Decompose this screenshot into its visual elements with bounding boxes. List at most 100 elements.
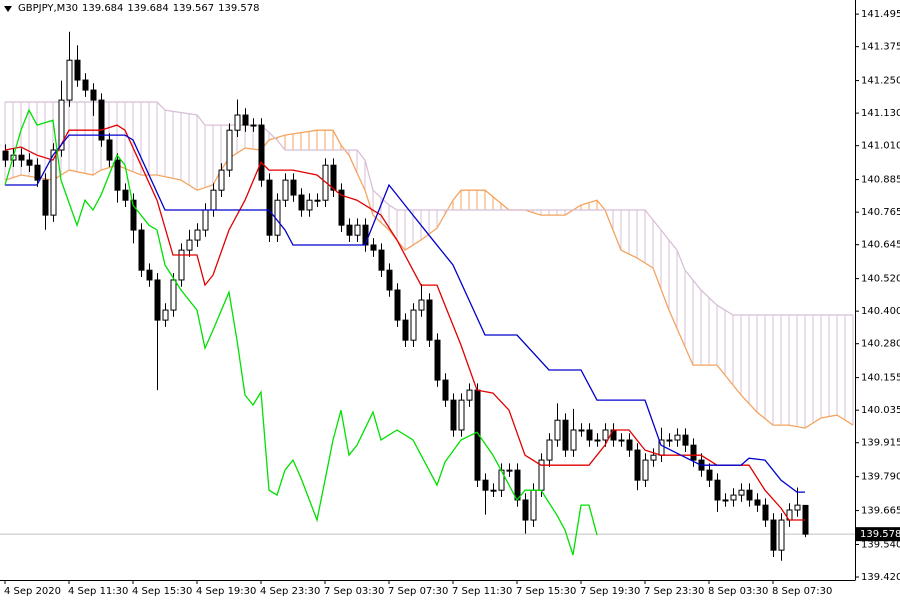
candle-body	[426, 299, 433, 341]
candle-body	[314, 199, 321, 202]
indicator-line	[4, 124, 805, 521]
candle-body	[18, 154, 25, 161]
candle-body	[490, 489, 497, 492]
candle-body	[370, 244, 377, 251]
candle-body	[346, 224, 353, 236]
candle-body	[386, 269, 393, 291]
x-tick-label: 4 Sep 2020	[4, 586, 61, 597]
candle-body	[58, 99, 65, 151]
y-tick-label: 140.885	[861, 175, 900, 186]
candle-body	[234, 114, 241, 131]
candle-body	[514, 469, 521, 501]
span-a-line	[4, 129, 854, 429]
y-tick-label: 140.035	[861, 405, 900, 416]
candle-body	[330, 164, 337, 191]
candle-body	[2, 150, 9, 161]
candle-body	[746, 489, 753, 501]
x-tick-label: 8 Sep 03:30	[708, 586, 768, 597]
candle-body	[690, 444, 697, 461]
y-tick-label: 139.790	[861, 472, 900, 483]
candle-body	[530, 489, 537, 521]
last-low: 139.567	[172, 3, 215, 14]
candle-body	[434, 339, 441, 381]
y-tick-label: 141.010	[861, 141, 900, 152]
candle-body	[586, 429, 593, 441]
candle-body	[42, 179, 49, 216]
y-tick-label: 140.765	[861, 207, 900, 218]
candle-body	[34, 164, 41, 181]
candle-body	[290, 179, 297, 196]
candle-body	[258, 124, 265, 181]
x-tick-label: 4 Sep 15:30	[132, 586, 192, 597]
y-tick-label: 139.420	[861, 572, 900, 583]
y-tick-label: 139.540	[861, 539, 900, 550]
x-tick-label: 4 Sep 11:30	[68, 586, 128, 597]
candle-body	[50, 149, 57, 216]
candle-body	[106, 139, 113, 161]
y-tick-label: 140.400	[861, 306, 900, 317]
candle-body	[242, 114, 249, 126]
y-tick-label: 141.375	[861, 42, 900, 53]
candle-body	[162, 309, 169, 321]
chart-header: GBPJPY,M30 139.684 139.684 139.567 139.5…	[4, 3, 259, 14]
span-b-line	[5, 101, 853, 316]
x-tick-label: 7 Sep 23:30	[644, 586, 704, 597]
candle-body	[250, 124, 257, 127]
candle-body	[186, 239, 193, 251]
candle-body	[450, 399, 457, 431]
candle-body	[762, 504, 769, 521]
candle-body	[794, 504, 801, 511]
candle-body	[146, 269, 153, 281]
candle-body	[442, 379, 449, 401]
x-tick-label: 7 Sep 15:30	[516, 586, 576, 597]
plot-area	[0, 0, 855, 580]
candle-body	[202, 209, 209, 231]
candle-body	[714, 479, 721, 501]
candle-body	[306, 199, 313, 211]
x-tick-label: 4 Sep 19:30	[196, 586, 256, 597]
candle-body	[642, 459, 649, 481]
candle-body	[722, 499, 729, 502]
last-high: 139.684	[127, 3, 169, 14]
candle-body	[170, 279, 177, 311]
candle-body	[682, 434, 689, 446]
candle-body	[98, 99, 105, 141]
candle-body	[602, 429, 609, 441]
y-tick-label: 140.155	[861, 373, 900, 384]
candle-body	[282, 179, 289, 201]
candle-body	[506, 469, 513, 472]
candle-body	[194, 229, 201, 241]
y-tick-label: 140.645	[861, 240, 900, 251]
candle-body	[130, 199, 137, 231]
candle-body	[482, 479, 489, 491]
x-tick-label: 7 Sep 07:30	[388, 586, 448, 597]
candle-body	[650, 454, 657, 461]
candle-body	[754, 499, 761, 506]
y-tick-label: 141.250	[861, 76, 900, 87]
y-tick-label: 139.665	[861, 506, 900, 517]
candle-body	[266, 179, 273, 236]
y-tick-label: 141.495	[861, 9, 900, 20]
x-tick-label: 7 Sep 19:30	[580, 586, 640, 597]
symbol: GBPJPY,M30	[18, 3, 79, 14]
indicator-line	[5, 134, 805, 493]
candle-body	[618, 439, 625, 442]
candle-body	[418, 299, 425, 311]
menu-arrow[interactable]	[4, 5, 12, 12]
candle-body	[778, 519, 785, 551]
plot-layer	[0, 31, 855, 561]
candle-body	[730, 494, 737, 501]
candle-body	[666, 439, 673, 442]
candle-body	[706, 469, 713, 481]
candle-body	[378, 249, 385, 271]
candle-body	[338, 189, 345, 226]
candle-body	[458, 399, 465, 431]
candle-body	[178, 249, 185, 281]
candle-body	[90, 89, 97, 101]
candle-body	[394, 289, 401, 321]
y-tick-label: 141.130	[861, 108, 900, 119]
candle-body	[626, 439, 633, 451]
candle-body	[402, 319, 409, 341]
